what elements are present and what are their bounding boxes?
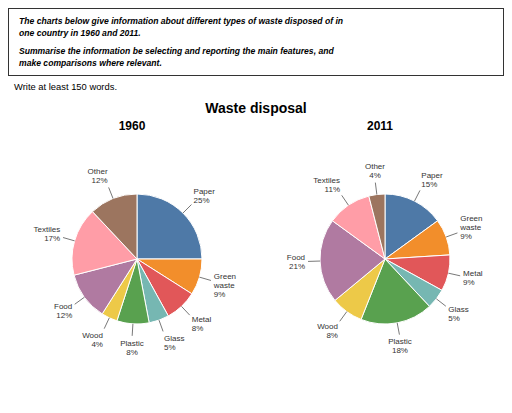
html-text:Summarise the information be s: Summarise the information be selecting a… bbox=[19, 46, 334, 56]
svg-text:Glass5%: Glass5% bbox=[164, 334, 184, 352]
svg-text:Wood4%: Wood4% bbox=[82, 331, 103, 349]
html-text:Write at least 150 words.: Write at least 150 words. bbox=[14, 81, 117, 92]
html-text:one country in 1960 and 2011.: one country in 1960 and 2011. bbox=[19, 28, 141, 38]
svg-text:Plastic18%: Plastic18% bbox=[388, 337, 412, 355]
svg-text:Food12%: Food12% bbox=[54, 302, 72, 320]
svg-text:Plastic8%: Plastic8% bbox=[120, 339, 144, 357]
svg-text:Textiles17%: Textiles17% bbox=[33, 225, 60, 243]
svg-text:Metal8%: Metal8% bbox=[192, 315, 212, 333]
html-text:1960: 1960 bbox=[118, 119, 146, 133]
svg-text:Wood8%: Wood8% bbox=[317, 322, 338, 340]
svg-text:Paper25%: Paper25% bbox=[194, 187, 216, 205]
html-text:The charts below give informat: The charts below give information about … bbox=[19, 16, 344, 26]
svg-text:Metal9%: Metal9% bbox=[463, 269, 483, 287]
svg-text:Food21%: Food21% bbox=[287, 253, 305, 271]
svg-text:Greenwaste9%: Greenwaste9% bbox=[459, 214, 482, 241]
html-text:make comparisons where relevan: make comparisons where relevant. bbox=[19, 58, 162, 68]
html-text:2011: 2011 bbox=[367, 119, 393, 133]
svg-text:Greenwaste9%: Greenwaste9% bbox=[213, 272, 236, 299]
svg-text:Paper15%: Paper15% bbox=[421, 171, 443, 189]
html-text:Waste disposal: Waste disposal bbox=[205, 100, 307, 116]
svg-text:Other12%: Other12% bbox=[88, 167, 108, 185]
svg-text:Other4%: Other4% bbox=[365, 162, 385, 180]
svg-text:Textiles11%: Textiles11% bbox=[313, 176, 340, 194]
svg-text:Glass5%: Glass5% bbox=[448, 305, 468, 323]
